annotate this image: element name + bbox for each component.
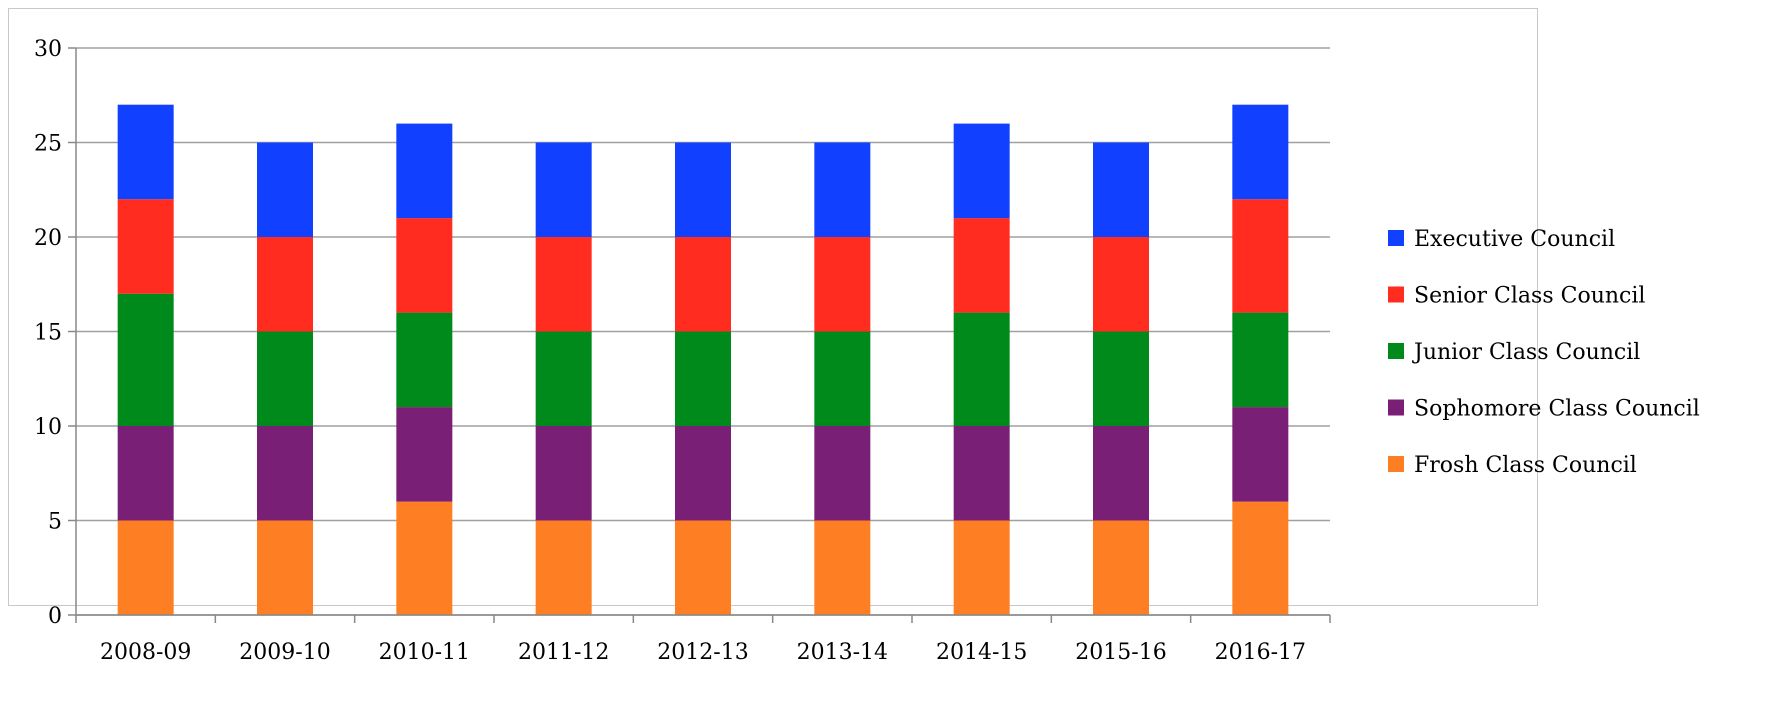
bar-segment-senior-class-council xyxy=(535,237,592,332)
bar-segment-sophomore-class-council xyxy=(814,426,871,521)
bar-segment-executive-council xyxy=(396,123,453,219)
bar-segment-executive-council xyxy=(535,142,592,237)
bar-segment-frosh-class-council xyxy=(1093,520,1149,615)
legend-swatch xyxy=(1388,399,1404,416)
bar-segment-frosh-class-council xyxy=(953,520,1010,615)
bar-segment-frosh-class-council xyxy=(1232,501,1289,615)
y-tick-label: 10 xyxy=(34,415,62,440)
y-tick-label: 20 xyxy=(34,226,62,251)
bar-segment-junior-class-council xyxy=(117,293,174,426)
legend-swatch xyxy=(1388,456,1404,472)
y-tick-label: 15 xyxy=(34,321,62,346)
bar-segment-frosh-class-council xyxy=(814,520,871,615)
x-tick-label: 2015-16 xyxy=(1075,640,1166,665)
x-tick-label: 2010-11 xyxy=(379,640,470,665)
bar-segment-junior-class-council xyxy=(953,312,1010,426)
bar-segment-senior-class-council xyxy=(1093,237,1149,332)
bar-segment-sophomore-class-council xyxy=(117,426,174,521)
bar-segment-sophomore-class-council xyxy=(675,426,731,521)
legend-label: Executive Council xyxy=(1414,227,1615,252)
bar-segment-frosh-class-council xyxy=(396,501,453,615)
bar-segment-junior-class-council xyxy=(1232,312,1289,408)
bar-segment-executive-council xyxy=(953,123,1010,219)
x-tick-label: 2016-17 xyxy=(1215,640,1306,665)
x-tick-label: 2011-12 xyxy=(518,640,609,665)
x-tick-label: 2009-10 xyxy=(239,640,330,665)
bar-segment-frosh-class-council xyxy=(117,520,174,615)
x-tick-label: 2008-09 xyxy=(100,640,191,665)
axes xyxy=(68,47,1331,623)
x-tick-label: 2012-13 xyxy=(657,640,748,665)
y-tick-label: 30 xyxy=(34,37,62,62)
legend-label: Sophomore Class Council xyxy=(1414,397,1700,422)
bar-segment-sophomore-class-council xyxy=(953,426,1010,521)
bar-segment-junior-class-council xyxy=(814,331,871,426)
bar-segment-executive-council xyxy=(675,142,731,237)
bar-segment-junior-class-council xyxy=(257,331,313,426)
x-tick-labels: 2008-09 2009-10 2010-11 2011-12 2012-13 2013-… xyxy=(100,640,1306,665)
bar-segment-junior-class-council xyxy=(675,331,731,426)
bar-segment-senior-class-council xyxy=(396,218,453,313)
bar-segment-sophomore-class-council xyxy=(257,426,313,521)
legend-swatch xyxy=(1388,343,1404,359)
bar-segment-frosh-class-council xyxy=(535,520,592,615)
bar-segment-junior-class-council xyxy=(1093,331,1149,426)
legend-label: Junior Class Council xyxy=(1412,340,1640,365)
x-tick-label: 2013-14 xyxy=(797,640,888,665)
legend-label: Senior Class Council xyxy=(1414,284,1645,309)
y-tick-labels: 0 5 10 15 20 25 30 xyxy=(34,37,62,629)
bar-segment-senior-class-council xyxy=(953,218,1010,313)
bar-segment-sophomore-class-council xyxy=(396,407,453,502)
y-tick-label: 5 xyxy=(48,510,62,535)
bar-segment-senior-class-council xyxy=(117,199,174,294)
legend: Executive Council Senior Class Council Jun… xyxy=(1388,227,1700,478)
legend-label: Frosh Class Council xyxy=(1414,453,1637,478)
bar-segment-sophomore-class-council xyxy=(1232,407,1289,502)
bar-segment-senior-class-council xyxy=(257,237,313,332)
bar-segment-sophomore-class-council xyxy=(1093,426,1149,521)
bar-segment-sophomore-class-council xyxy=(535,426,592,521)
bar-segment-executive-council xyxy=(814,142,871,237)
bar-segment-senior-class-council xyxy=(1232,199,1289,313)
bar-segment-executive-council xyxy=(1093,142,1149,237)
bar-segment-frosh-class-council xyxy=(257,520,313,615)
bar-segment-junior-class-council xyxy=(396,312,453,408)
bar-segment-senior-class-council xyxy=(675,237,731,332)
bars xyxy=(117,104,1289,615)
bar-segment-frosh-class-council xyxy=(675,520,731,615)
bar-segment-junior-class-council xyxy=(535,331,592,426)
x-tick-label: 2014-15 xyxy=(936,640,1027,665)
legend-swatch xyxy=(1388,286,1404,303)
bar-segment-senior-class-council xyxy=(814,237,871,332)
bar-segment-executive-council xyxy=(117,104,174,200)
y-tick-label: 25 xyxy=(34,132,62,157)
y-tick-label: 0 xyxy=(48,604,62,629)
legend-swatch xyxy=(1388,230,1404,246)
bar-segment-executive-council xyxy=(257,142,313,237)
bar-segment-executive-council xyxy=(1232,104,1289,200)
